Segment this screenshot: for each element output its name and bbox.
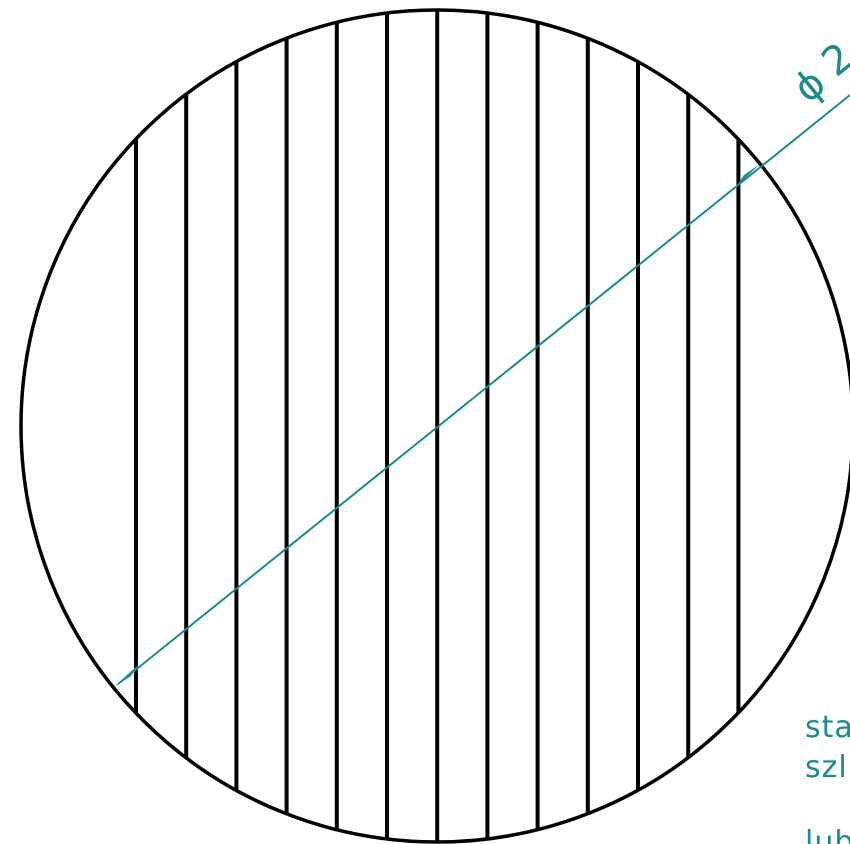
dimension-arrowhead-lower-left — [114, 664, 139, 687]
material-note-line-3: lub — [805, 825, 850, 844]
slat-lines-group — [134, 10, 741, 842]
diameter-dimension-line — [117, 94, 850, 685]
dimension-arrowhead-upper-right — [736, 164, 760, 187]
material-note-line-1: stal — [805, 710, 850, 745]
material-notes: stal szli lub — [805, 710, 850, 844]
disc-outline — [19, 8, 850, 844]
material-note-line-2: szli — [805, 750, 850, 785]
